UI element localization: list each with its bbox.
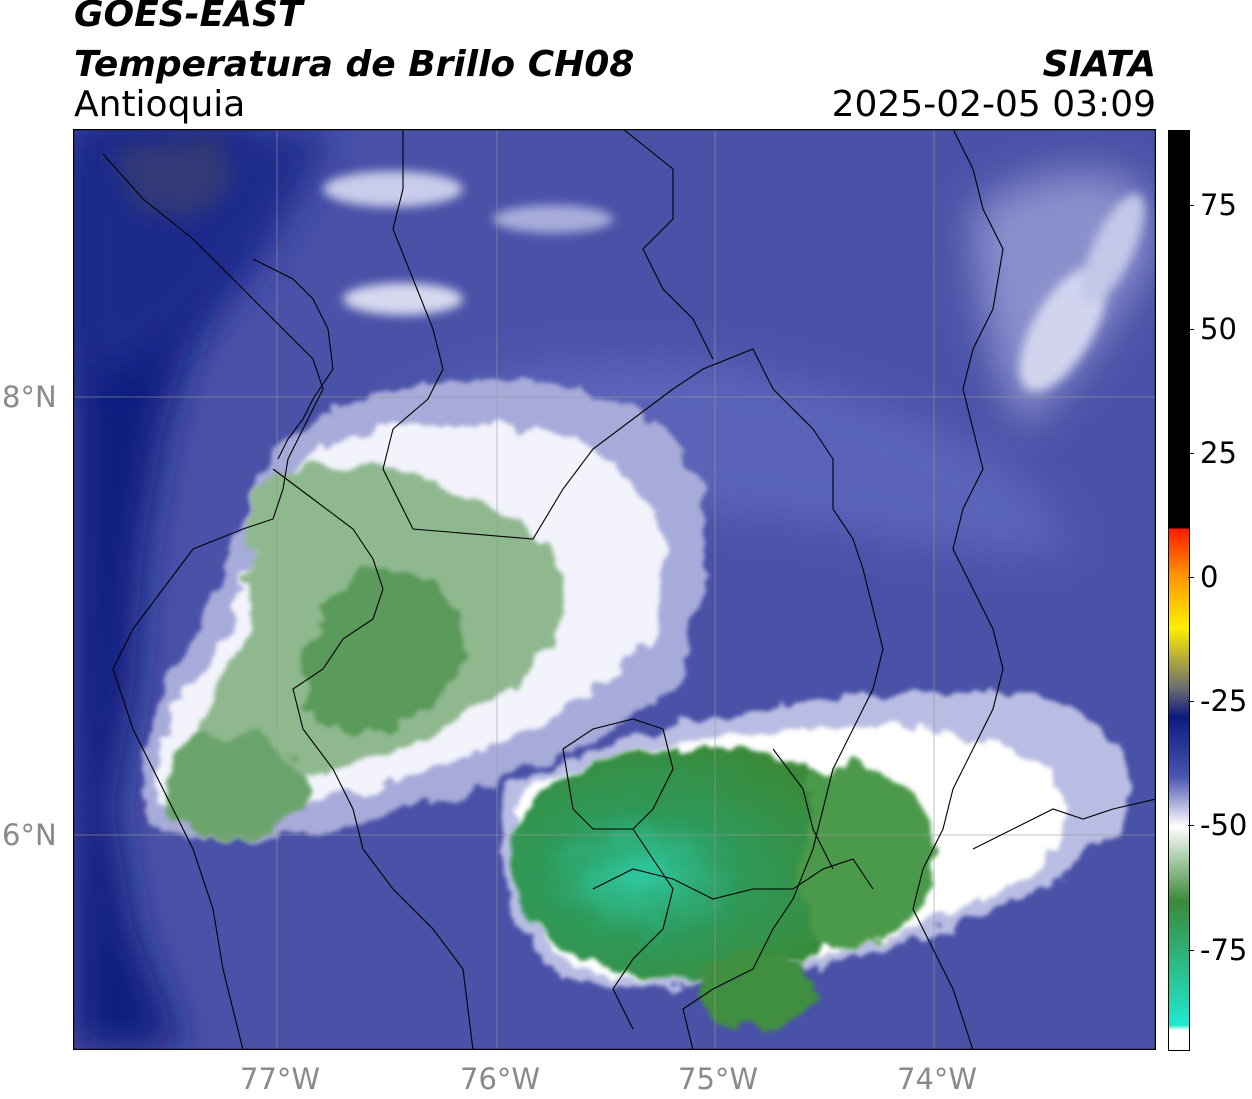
western-cold-tops-dark — [301, 567, 465, 733]
lon-tick-label: 74°W — [897, 1062, 978, 1096]
timestamp-label: 2025-02-05 03:09 — [831, 84, 1156, 125]
colorbar-tick-mark — [1188, 825, 1194, 827]
subregion-line — [612, 828, 674, 1030]
colorbar-tick-label: -50 — [1200, 808, 1248, 843]
cloud-streak — [323, 171, 463, 207]
antioquia-border — [382, 129, 884, 1051]
subregion-line — [592, 858, 874, 900]
colorbar-tick-mark — [1188, 452, 1194, 454]
east-convective-lobe — [800, 763, 935, 951]
south-convective-lobe — [700, 955, 815, 1029]
colorbar-tick-label: 50 — [1200, 311, 1237, 346]
northern-cloud-streaks — [323, 171, 1145, 392]
boundaries — [102, 128, 1157, 1051]
lat-tick-label: 6°N — [2, 818, 57, 852]
lon-tick-label: 77°W — [240, 1062, 321, 1096]
subregion-line — [562, 718, 674, 830]
colorbar-tick-mark — [1188, 577, 1194, 579]
cloud-streak — [493, 205, 613, 233]
cloud-streak — [343, 283, 463, 315]
grey-patch — [113, 134, 233, 219]
colorbar-tick-mark — [1188, 204, 1194, 206]
southeast-border — [972, 798, 1157, 850]
coastline — [102, 153, 324, 1051]
map-border — [72, 128, 1157, 1051]
cloud-streak — [1081, 193, 1145, 305]
convective-core — [514, 748, 875, 980]
region-label: Antioquia — [74, 84, 246, 125]
lon-tick-label: 76°W — [460, 1062, 541, 1096]
brand-label: SIATA — [1042, 44, 1156, 85]
colorbar-tick-label: 0 — [1200, 560, 1219, 595]
colorbar-tick-mark — [1188, 949, 1194, 951]
product-title: Temperatura de Brillo CH08 — [74, 44, 635, 85]
southwest-cold-tops — [168, 731, 310, 840]
colorbar-tick-label: 75 — [1200, 187, 1237, 222]
colorbar — [1168, 130, 1190, 1051]
map-canvas — [72, 128, 1157, 1051]
lat-tick-label: 8°N — [2, 380, 57, 414]
colorbar-tick-mark — [1188, 328, 1194, 330]
colorbar-tick-label: 25 — [1200, 435, 1237, 470]
north-interior-border — [622, 128, 714, 360]
colorbar-tick-label: -25 — [1200, 684, 1248, 719]
satellite-map — [72, 128, 1157, 1051]
graticule — [73, 129, 1156, 1050]
gulf-coast — [252, 258, 334, 460]
eastern-border — [912, 128, 1004, 1051]
colorbar-tick-label: -75 — [1200, 932, 1248, 967]
antioquia-west-border — [272, 468, 474, 1051]
subregion-line — [772, 748, 834, 870]
colorbar-tick-mark — [1188, 701, 1194, 703]
satellite-title: GOES-EAST — [74, 0, 303, 35]
lon-tick-label: 75°W — [678, 1062, 759, 1096]
